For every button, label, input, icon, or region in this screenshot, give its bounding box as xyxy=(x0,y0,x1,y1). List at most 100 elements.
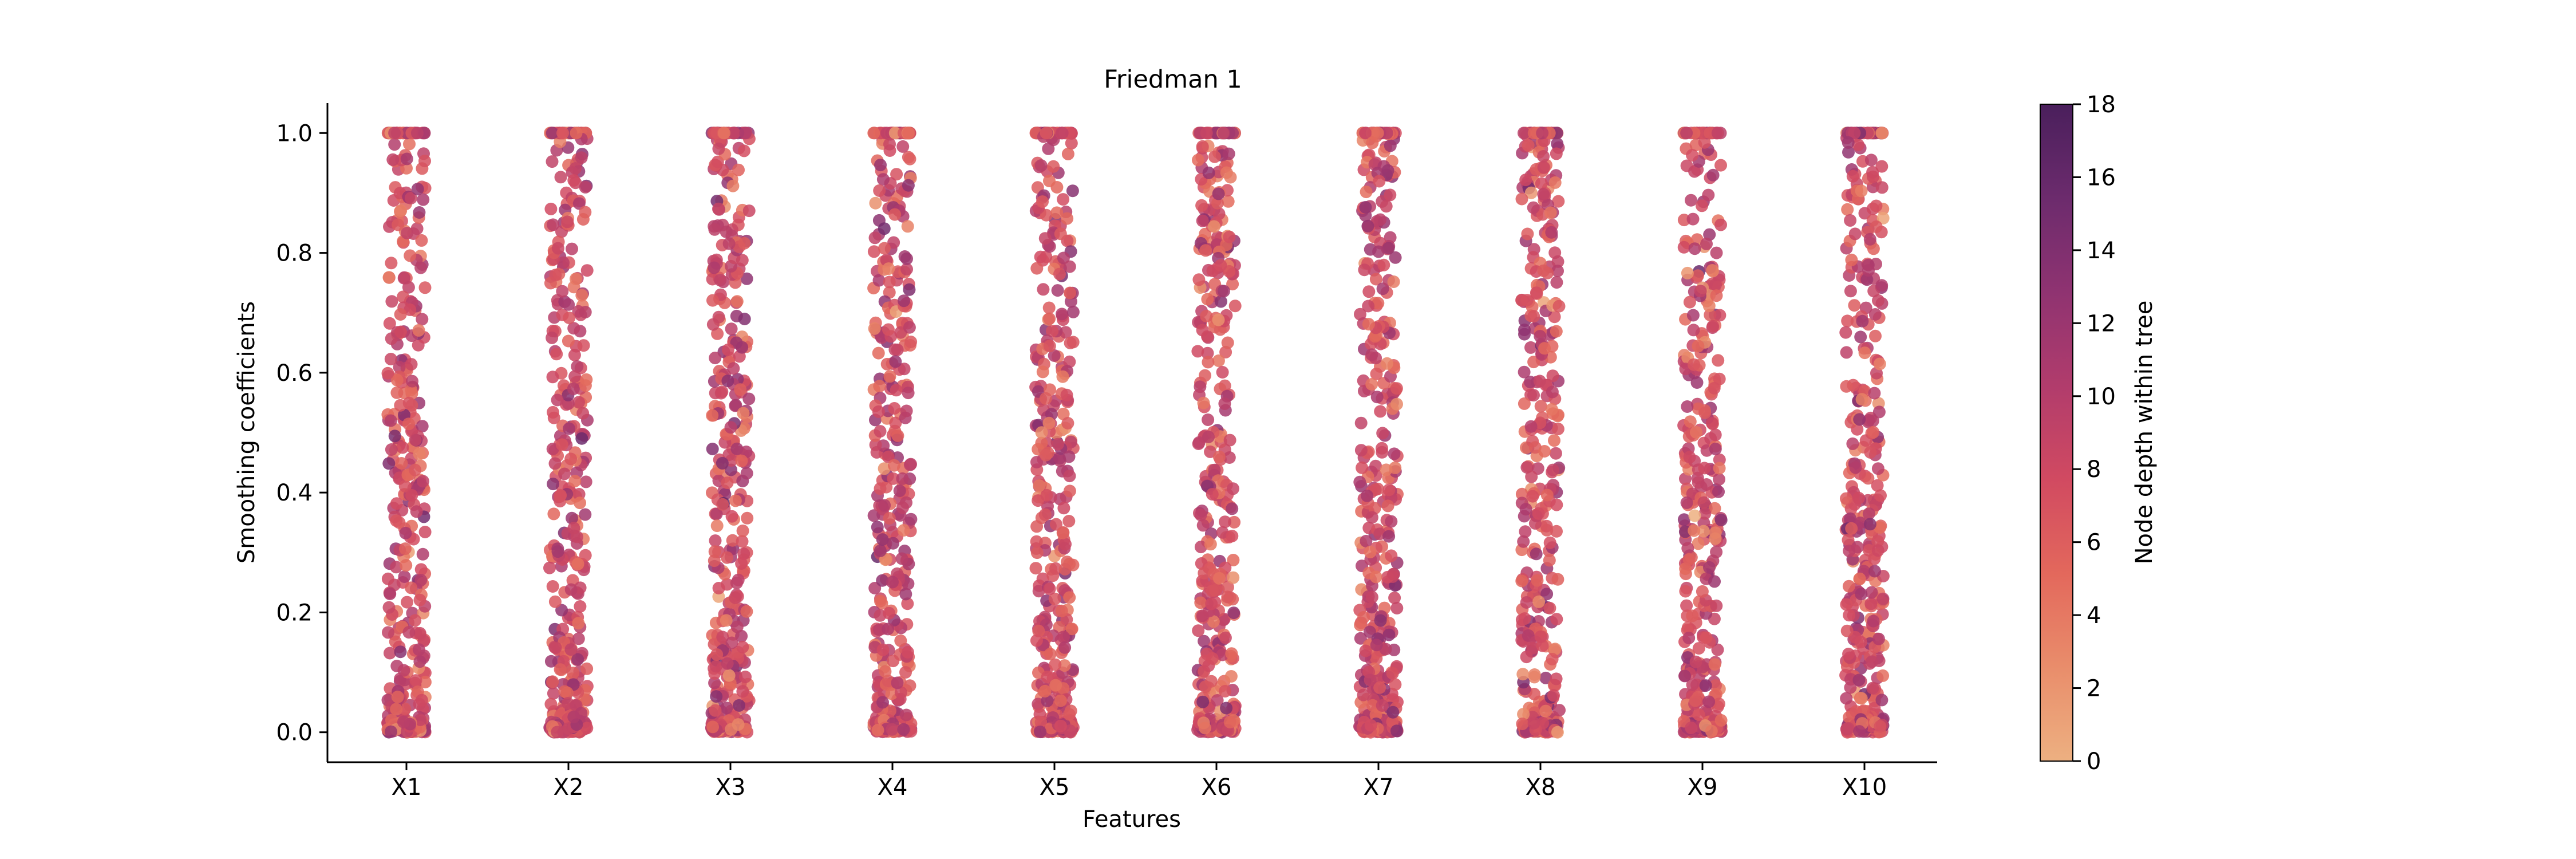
data-point xyxy=(1685,194,1697,207)
data-point xyxy=(1548,643,1562,656)
data-point xyxy=(1517,535,1530,548)
data-point xyxy=(1698,462,1711,475)
x-tick-label: X1 xyxy=(392,774,422,801)
data-point xyxy=(1360,534,1373,547)
data-point xyxy=(1852,491,1865,505)
data-point xyxy=(1038,232,1052,245)
data-point xyxy=(888,127,902,140)
data-point xyxy=(1709,443,1722,455)
data-point xyxy=(868,231,882,245)
data-point xyxy=(1222,147,1235,160)
data-point xyxy=(1538,445,1551,458)
data-point xyxy=(887,459,900,472)
data-point xyxy=(868,322,881,335)
data-point xyxy=(551,545,564,558)
data-point xyxy=(1066,305,1080,318)
data-point xyxy=(1063,591,1076,604)
data-point xyxy=(735,557,748,570)
data-point xyxy=(1389,678,1402,691)
data-point xyxy=(1042,142,1055,155)
data-point xyxy=(381,367,394,380)
data-point xyxy=(904,336,918,348)
data-point xyxy=(716,456,729,470)
data-point xyxy=(1551,137,1564,150)
data-point xyxy=(1545,403,1558,416)
data-point xyxy=(1537,150,1550,163)
data-point xyxy=(1366,699,1379,712)
data-point xyxy=(876,696,889,709)
data-point xyxy=(1680,496,1693,509)
data-point xyxy=(1053,267,1066,281)
data-point xyxy=(725,510,738,523)
data-point xyxy=(394,645,407,659)
data-point xyxy=(570,273,582,285)
data-point xyxy=(891,343,904,356)
data-point xyxy=(403,137,416,151)
data-point xyxy=(394,308,407,321)
data-point xyxy=(721,375,734,388)
data-point xyxy=(1226,530,1239,542)
data-point xyxy=(740,605,753,618)
data-point xyxy=(564,643,578,656)
data-point xyxy=(1540,488,1554,502)
data-point xyxy=(1515,487,1528,501)
colorbar xyxy=(2040,104,2073,762)
data-point xyxy=(382,457,396,470)
data-point xyxy=(1550,498,1563,511)
data-point xyxy=(1518,324,1531,336)
data-point xyxy=(1871,544,1884,557)
data-point xyxy=(1528,671,1541,684)
data-point xyxy=(1369,708,1382,722)
y-tick-label: 1.0 xyxy=(276,120,313,147)
data-point xyxy=(900,404,913,417)
data-point xyxy=(571,360,584,373)
data-point xyxy=(1390,602,1404,614)
data-point xyxy=(1679,585,1692,598)
data-point xyxy=(1192,436,1206,449)
data-point xyxy=(889,416,902,430)
data-point xyxy=(1030,262,1044,275)
data-point xyxy=(887,655,900,668)
x-tick-label: X6 xyxy=(1202,774,1232,801)
data-point xyxy=(1194,596,1207,609)
data-point xyxy=(1842,648,1855,660)
data-point xyxy=(1686,149,1699,162)
data-point xyxy=(1219,515,1231,529)
data-point xyxy=(1209,584,1222,597)
data-point xyxy=(1855,184,1868,198)
data-point xyxy=(1684,415,1697,428)
data-point xyxy=(1839,326,1852,339)
data-point xyxy=(1357,611,1370,624)
data-point xyxy=(873,380,886,393)
data-point xyxy=(1853,572,1866,585)
data-point xyxy=(1706,168,1720,182)
y-tick-label: 0.8 xyxy=(276,241,313,267)
data-point xyxy=(1065,622,1078,636)
data-point xyxy=(395,457,408,470)
data-point xyxy=(1522,139,1535,152)
data-point xyxy=(1200,310,1213,322)
data-point xyxy=(416,475,429,488)
data-point xyxy=(388,138,401,151)
data-point xyxy=(1226,502,1239,515)
data-point xyxy=(560,686,574,699)
data-point xyxy=(706,294,719,307)
data-point xyxy=(568,475,582,487)
data-point xyxy=(390,386,404,399)
data-point xyxy=(414,713,427,726)
data-point xyxy=(1224,670,1238,683)
data-point xyxy=(1863,544,1876,557)
data-point xyxy=(1353,475,1366,488)
data-point xyxy=(409,614,422,627)
data-point xyxy=(1710,246,1723,259)
data-point xyxy=(1712,698,1725,711)
data-point xyxy=(1373,175,1386,188)
data-point xyxy=(1042,301,1056,314)
data-point xyxy=(1516,668,1530,681)
data-point xyxy=(1365,590,1378,604)
data-point xyxy=(1546,653,1559,665)
data-point xyxy=(554,171,567,184)
data-point xyxy=(1713,462,1726,475)
data-point xyxy=(1202,431,1215,443)
data-point xyxy=(410,222,424,235)
